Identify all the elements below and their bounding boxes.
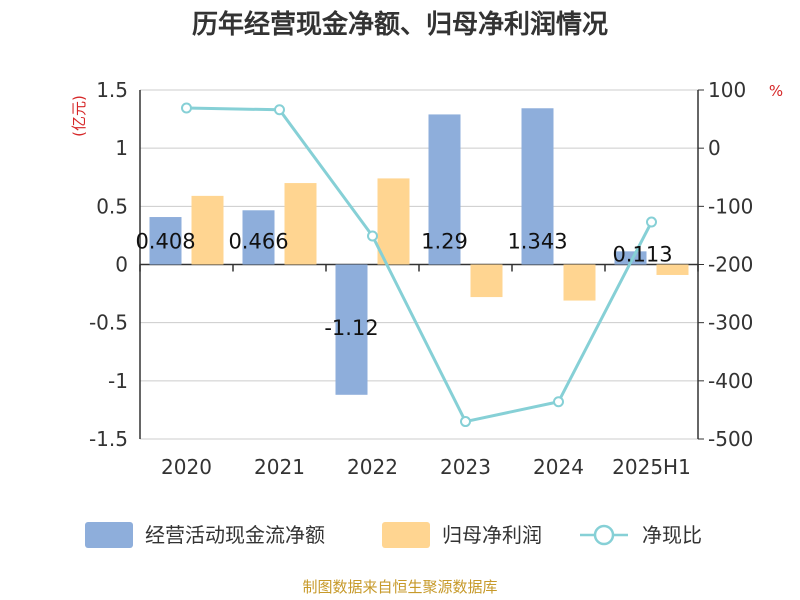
category-label: 2022	[347, 455, 398, 479]
ratio-point	[274, 104, 285, 116]
legend-label-cashflow: 经营活动现金流净额	[145, 523, 325, 547]
right-tick-label: -300	[708, 311, 753, 335]
chart-title: 历年经营现金净额、归母净利润情况	[192, 9, 608, 40]
legend-swatch-profit	[382, 522, 430, 548]
right-tick-label: 0	[708, 136, 721, 160]
cashflow-bar	[521, 108, 554, 265]
right-tick-label: -500	[708, 427, 753, 451]
right-axis-unit: %	[769, 82, 783, 100]
legend-marker-ratio	[593, 524, 615, 546]
legend-swatch-cashflow	[85, 522, 133, 548]
left-tick-label: -1.5	[89, 427, 128, 451]
ratio-line-path	[186, 106, 653, 424]
legend: 经营活动现金流净额 归母净利润 净现比	[85, 522, 702, 548]
bars	[149, 108, 689, 395]
left-tick-label: 0	[115, 253, 128, 277]
left-tick-label: -0.5	[89, 311, 128, 335]
right-tick-label: -200	[708, 253, 753, 277]
category-label: 2025H1	[612, 455, 691, 479]
data-labels: 0.408 0.466 -1.12 1.29 1.343 0.113	[135, 230, 672, 340]
cashflow-bar	[428, 114, 461, 265]
ratio-point	[553, 396, 564, 408]
ratio-point	[460, 416, 471, 428]
profit-bar	[377, 178, 410, 265]
cashflow-bar	[149, 217, 182, 265]
ratio-point	[181, 102, 192, 114]
category-label: 2020	[161, 455, 212, 479]
cashflow-data-label: 0.466	[228, 230, 288, 254]
cashflow-data-label: 1.343	[507, 230, 567, 254]
profit-bar	[563, 264, 596, 301]
profit-bar	[284, 183, 317, 265]
cashflow-bar	[335, 264, 368, 395]
left-tick-label: 1	[115, 136, 128, 160]
profit-bar	[656, 264, 689, 275]
category-label: 2023	[440, 455, 491, 479]
right-tick-label: 100	[708, 78, 746, 102]
cashflow-data-label: 0.113	[612, 243, 672, 267]
axes: 1.5 1 0.5 0 -0.5 -1 -1.5 100 0 -100 -200 -300 -400 -5…	[89, 78, 753, 479]
data-source: 制图数据来自恒生聚源数据库	[302, 578, 497, 596]
ratio-point	[367, 230, 378, 242]
left-tick-label: 0.5	[96, 194, 128, 218]
left-tick-label: 1.5	[96, 78, 128, 102]
cashflow-bar	[614, 251, 647, 265]
ratio-line	[181, 102, 657, 428]
legend-label-ratio: 净现比	[642, 523, 702, 547]
cashflow-data-label: 1.29	[421, 230, 468, 254]
left-axis-unit: (亿元)	[70, 95, 88, 137]
profit-bar	[191, 195, 224, 265]
ratio-point	[646, 216, 657, 228]
category-label: 2024	[533, 455, 584, 479]
legend-label-profit: 归母净利润	[442, 523, 542, 547]
category-label: 2021	[254, 455, 305, 479]
left-tick-label: -1	[108, 369, 128, 393]
cashflow-bar	[242, 210, 275, 265]
cashflow-data-label: 0.408	[135, 230, 195, 254]
cashflow-data-label: -1.12	[324, 316, 378, 340]
right-tick-label: -400	[708, 369, 753, 393]
profit-bar	[470, 264, 503, 298]
right-tick-label: -100	[708, 194, 753, 218]
